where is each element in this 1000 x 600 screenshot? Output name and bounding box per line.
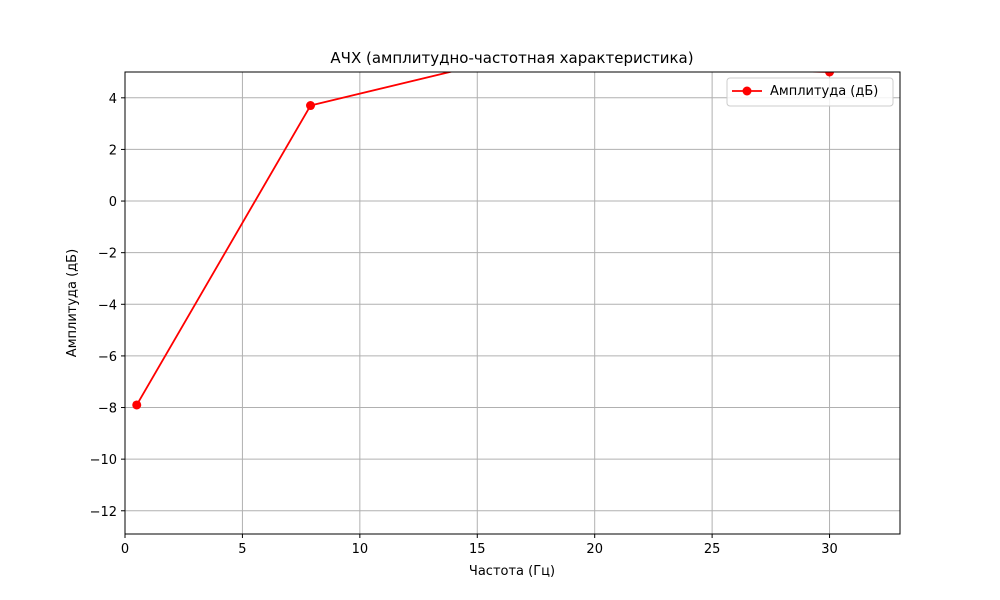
- x-tick-label: 5: [238, 542, 246, 557]
- y-tick-label: 2: [109, 143, 117, 158]
- y-tick-label: −10: [90, 453, 117, 468]
- marker-layer: [132, 72, 835, 410]
- x-axis-ticks: 0 5 10 15 20 25 30: [121, 534, 838, 557]
- y-tick-label: 4: [109, 92, 117, 107]
- x-tick-label: 25: [704, 542, 721, 557]
- plot-area-frame: [124, 71, 901, 535]
- series-line: [135, 72, 830, 406]
- y-tick-label: −2: [98, 247, 117, 262]
- y-tick-label: −12: [90, 505, 117, 520]
- legend-marker-sample: [742, 86, 752, 96]
- legend-label: Амплитуда (дБ): [770, 84, 878, 99]
- legend: Амплитуда (дБ): [726, 77, 894, 107]
- x-tick-label: 10: [352, 542, 369, 557]
- series-layer: [135, 72, 830, 406]
- x-tick-label: 0: [121, 542, 129, 557]
- x-tick-label: 20: [586, 542, 603, 557]
- y-axis-ticks: −12 −10 −8 −6 −4 −2 0 2 4: [90, 92, 125, 520]
- x-tick-label: 30: [821, 542, 838, 557]
- x-tick-label: 15: [469, 542, 486, 557]
- chart-title: АЧХ (амплитудно-частотная характеристика…: [330, 49, 693, 67]
- y-tick-label: 0: [109, 195, 117, 210]
- grid: [124, 72, 900, 534]
- y-tick-label: −8: [98, 402, 117, 417]
- x-axis-label: Частота (Гц): [469, 564, 555, 579]
- data-point: [306, 101, 316, 111]
- y-axis-label: Амплитуда (дБ): [65, 249, 80, 357]
- y-tick-label: −6: [98, 350, 117, 365]
- legend-box: [726, 77, 894, 107]
- data-point: [132, 400, 142, 410]
- data-point: [825, 72, 835, 77]
- y-tick-label: −4: [98, 298, 117, 313]
